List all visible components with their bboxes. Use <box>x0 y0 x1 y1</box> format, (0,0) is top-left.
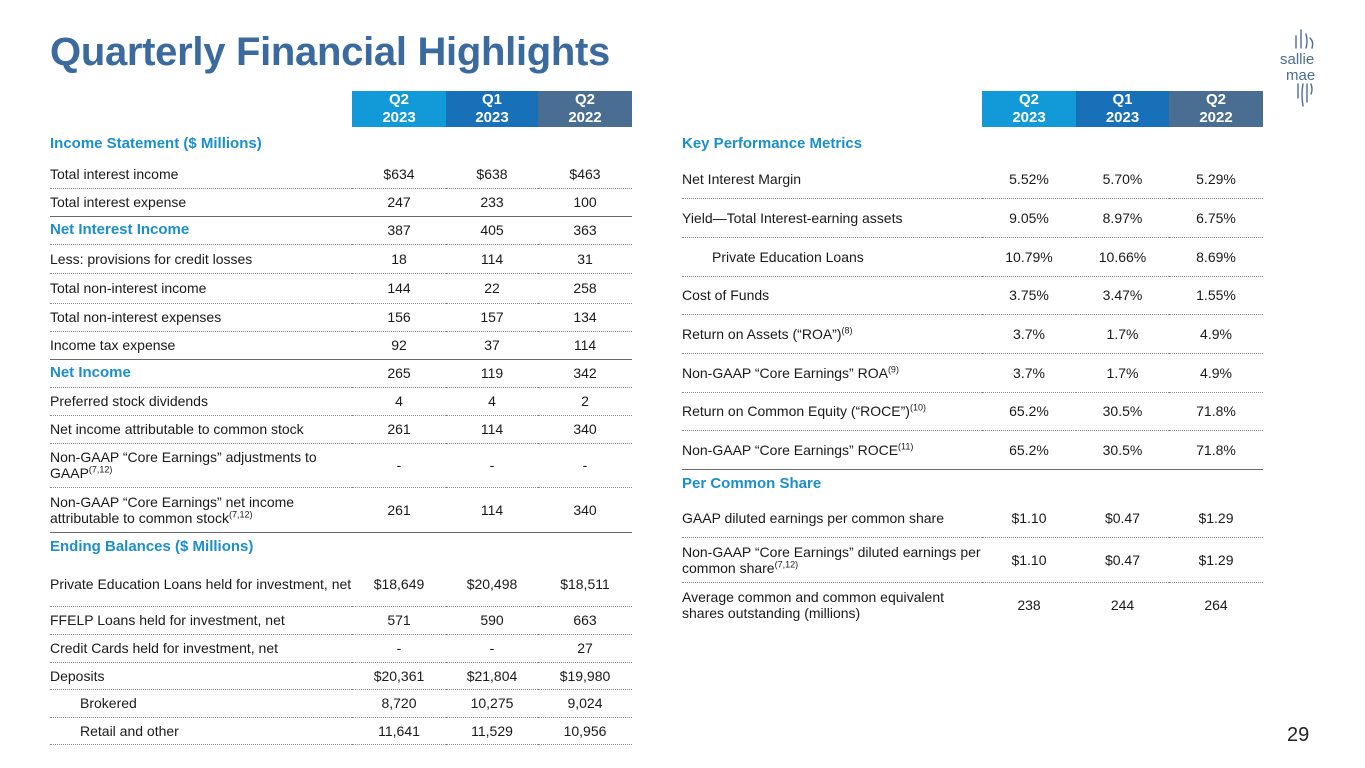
table-row: Net income attributable to common stock … <box>50 415 632 444</box>
table-row: GAAP diluted earnings per common share $… <box>682 499 1263 538</box>
section-heading: Key Performance Metrics <box>682 134 863 152</box>
table-row: Total non-interest expenses 156 157 134 <box>50 303 632 332</box>
page-title: Quarterly Financial Highlights <box>50 30 610 74</box>
table-row: Retail and other 11,641 11,529 10,956 <box>50 717 632 745</box>
table-row: Non-GAAP “Core Earnings” diluted earning… <box>682 537 1263 583</box>
column-header-q2-2022: Q2 2022 <box>1169 91 1263 127</box>
sallie-mae-logo-icon <box>1295 29 1314 107</box>
table-row: Total non-interest income 144 22 258 <box>50 273 632 304</box>
table-row: Brokered 8,720 10,275 9,024 <box>50 689 632 718</box>
table-header-row: Q2 2023 Q1 2023 Q2 2022 <box>50 91 632 127</box>
table-row: Total interest income $634 $638 $463 <box>50 160 632 189</box>
table-row-net-interest-income: Net Interest Income 387 405 363 <box>50 216 632 245</box>
section-heading: Income Statement ($ Millions) <box>50 134 262 152</box>
table-row: Non-GAAP “Core Earnings” adjustments to … <box>50 443 632 488</box>
table-header-row: Q2 2023 Q1 2023 Q2 2022 <box>682 91 1263 127</box>
column-header-q1-2023: Q1 2023 <box>446 91 538 127</box>
table-row: Total interest expense 247 233 100 <box>50 188 632 217</box>
table-row: Private Education Loans held for investm… <box>50 562 632 607</box>
key-metrics-table: Q2 2023 Q1 2023 Q2 2022 Key Performance Met… <box>682 91 1263 628</box>
table-row: Non-GAAP “Core Earnings” net income attr… <box>50 487 632 533</box>
table-row: Deposits $20,361 $21,804 $19,980 <box>50 662 632 690</box>
column-header-q2-2023: Q2 2023 <box>352 91 446 127</box>
table-row: Net Interest Margin 5.52% 5.70% 5.29% <box>682 160 1263 199</box>
table-row: Return on Common Equity (“ROCE”)(10) 65.… <box>682 392 1263 431</box>
logo-text-mae: mae <box>1286 67 1316 84</box>
table-row: Non-GAAP “Core Earnings” ROCE(11) 65.2% … <box>682 430 1263 470</box>
table-row: Credit Cards held for investment, net - … <box>50 634 632 663</box>
table-row: Average common and common equivalent sha… <box>682 589 1228 622</box>
table-row: Preferred stock dividends 4 4 2 <box>50 387 632 416</box>
table-row: Return on Assets (“ROA”)(8) 3.7% 1.7% 4.… <box>682 314 1263 354</box>
table-row: Private Education Loans 10.79% 10.66% 8.… <box>682 237 1263 277</box>
column-header-q1-2023: Q1 2023 <box>1076 91 1169 127</box>
column-header-q2-2023: Q2 2023 <box>982 91 1076 127</box>
table-row: Non-GAAP “Core Earnings” ROA(9) 3.7% 1.7… <box>682 353 1263 393</box>
table-row: Less: provisions for credit losses 18 11… <box>50 244 632 274</box>
table-row: FFELP Loans held for investment, net 571… <box>50 606 632 635</box>
section-heading: Ending Balances ($ Millions) <box>50 538 254 556</box>
table-row: Cost of Funds 3.75% 3.47% 1.55% <box>682 276 1263 315</box>
company-logo: sallie mae <box>1276 28 1336 110</box>
logo-text-sallie: sallie <box>1280 51 1315 68</box>
income-statement-table: Q2 2023 Q1 2023 Q2 2022 Income Statement ($… <box>50 91 632 745</box>
section-heading: Per Common Share <box>682 475 822 493</box>
table-row-net-income: Net Income 265 119 342 <box>50 359 632 388</box>
page-number: 29 <box>1287 724 1310 746</box>
table-row: Income tax expense 92 37 114 <box>50 331 632 360</box>
table-row: Yield—Total Interest-earning assets 9.05… <box>682 198 1263 238</box>
column-header-q2-2022: Q2 2022 <box>538 91 632 127</box>
